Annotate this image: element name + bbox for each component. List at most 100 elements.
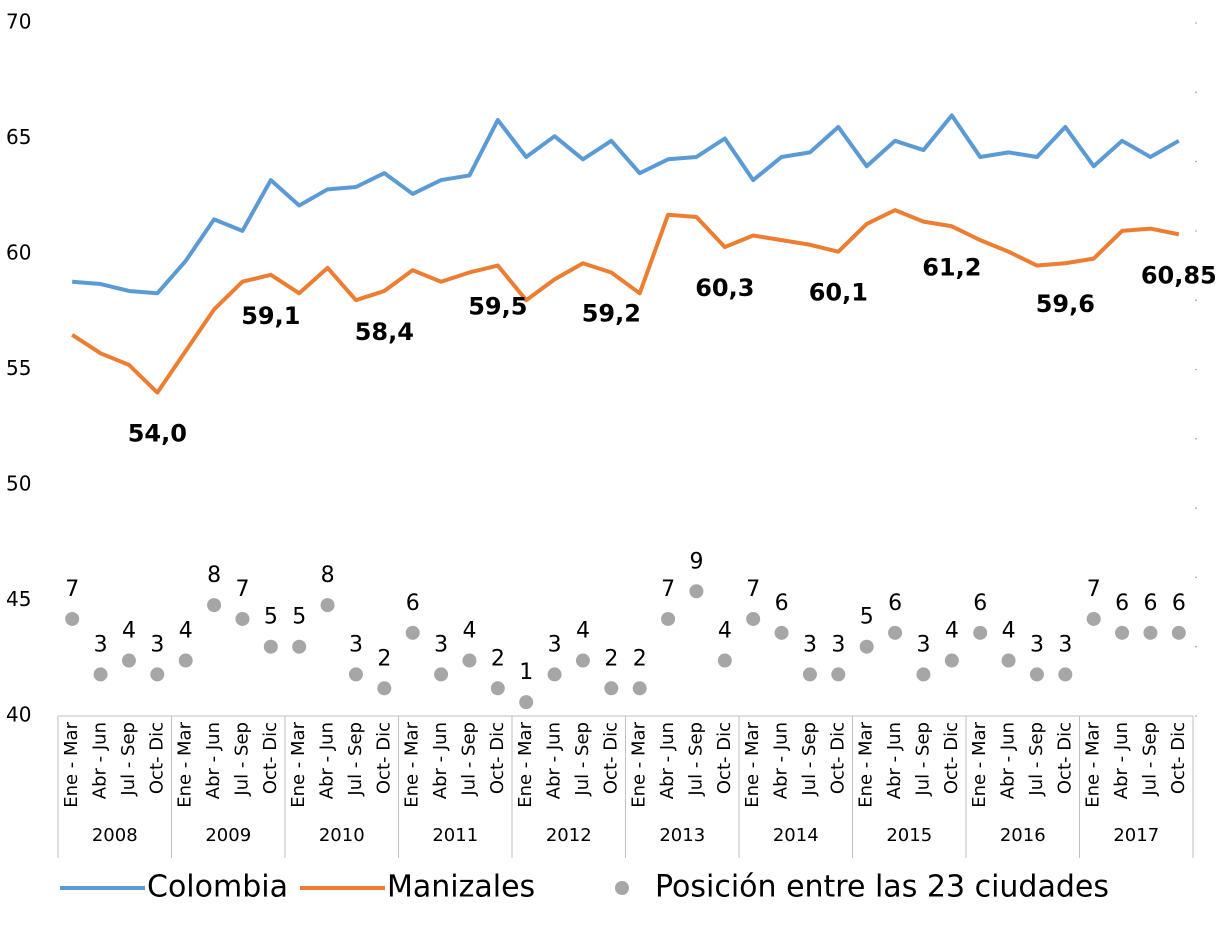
- data-label: 3: [1058, 632, 1072, 657]
- data-label: 6: [1172, 591, 1186, 616]
- scatter-point: [405, 625, 420, 640]
- scatter-point: [377, 681, 392, 696]
- data-label: 4: [179, 619, 193, 644]
- y-tick-label: 55: [6, 356, 31, 380]
- y2-tick-mark: [1195, 645, 1197, 648]
- scatter-point: [831, 667, 846, 682]
- legend-label: Posición entre las 23 ciudades: [655, 870, 1109, 905]
- scatter-point: [348, 667, 363, 682]
- data-label: 3: [349, 632, 363, 657]
- data-label: 4: [462, 619, 476, 644]
- x-tick-label: Oct- Dic: [714, 722, 735, 794]
- data-label: 8: [207, 563, 221, 588]
- data-label: 6: [1143, 591, 1157, 616]
- data-label: 8: [321, 563, 335, 588]
- scatter-point: [462, 653, 477, 668]
- data-label: 9: [689, 549, 703, 574]
- x-tick-label: Oct- Dic: [941, 722, 962, 794]
- scatter-point: [746, 611, 761, 626]
- x-tick-label: Jul - Sep: [572, 722, 593, 797]
- data-label: 2: [377, 646, 391, 671]
- scatter-point: [1058, 667, 1073, 682]
- data-label: 3: [916, 632, 930, 657]
- data-label: 5: [860, 605, 874, 630]
- scatter-point: [547, 667, 562, 682]
- group-label: 2008: [92, 825, 138, 846]
- group-label: 2009: [205, 825, 251, 846]
- x-tick-label: Ene - Mar: [1083, 721, 1104, 807]
- y2-tick-mark: [1195, 715, 1197, 717]
- data-label: 7: [65, 577, 79, 602]
- data-label: 3: [803, 632, 817, 657]
- y2-tick-mark: [1195, 160, 1197, 163]
- y-tick-label: 65: [6, 125, 31, 149]
- data-label: 3: [94, 632, 108, 657]
- scatter-point: [1086, 611, 1101, 626]
- x-tick-label: Ene - Mar: [402, 721, 423, 807]
- scatter-point: [93, 667, 108, 682]
- scatter-point: [519, 695, 534, 710]
- scatter-point: [661, 611, 676, 626]
- x-tick-label: Jul - Sep: [799, 722, 820, 797]
- scatter-point: [717, 653, 732, 668]
- data-label: 5: [264, 605, 278, 630]
- data-label: 59,6: [1036, 290, 1095, 318]
- scatter-point: [916, 667, 931, 682]
- x-tick-label: Ene - Mar: [742, 721, 763, 807]
- data-label: 5: [292, 605, 306, 630]
- legend-label: Manizales: [387, 870, 535, 905]
- scatter-point: [944, 653, 959, 668]
- x-tick-label: Jul - Sep: [458, 722, 479, 797]
- data-label: 58,4: [355, 318, 414, 346]
- data-label: 7: [1087, 577, 1101, 602]
- scatter-point: [65, 611, 80, 626]
- data-label: 60,85: [1141, 261, 1217, 289]
- y2-tick-mark: [1195, 576, 1197, 579]
- scatter-point: [802, 667, 817, 682]
- scatter-point: [689, 584, 704, 599]
- data-label: 59,5: [468, 293, 527, 321]
- x-tick-label: Ene - Mar: [61, 721, 82, 807]
- scatter-point: [1029, 667, 1044, 682]
- data-label: 6: [406, 591, 420, 616]
- data-label: 4: [945, 619, 959, 644]
- data-label: 59,2: [582, 299, 641, 327]
- group-label: 2014: [773, 825, 819, 846]
- data-label: 6: [1115, 591, 1129, 616]
- group-label: 2015: [886, 825, 932, 846]
- y-tick-label: 50: [6, 472, 31, 496]
- x-tick-label: Jul - Sep: [231, 722, 252, 797]
- x-tick-label: Ene - Mar: [288, 721, 309, 807]
- x-tick-label: Jul - Sep: [685, 722, 706, 797]
- series-line: [72, 113, 1180, 296]
- y2-tick-mark: [1195, 91, 1197, 94]
- x-tick-label: Ene - Mar: [175, 721, 196, 807]
- scatter-point: [235, 611, 250, 626]
- y2-tick-mark: [1195, 438, 1197, 440]
- scatter-point: [320, 598, 335, 613]
- data-label: 60,1: [809, 279, 868, 307]
- group-label: 2010: [319, 825, 365, 846]
- scatter-point: [1171, 625, 1186, 640]
- y-tick-label: 40: [6, 703, 31, 727]
- x-tick-label: Jul - Sep: [1139, 722, 1160, 797]
- scatter-point: [1001, 653, 1016, 668]
- x-tick-label: Abr - Jun: [203, 722, 224, 799]
- data-label: 6: [775, 591, 789, 616]
- x-tick-label: Abr - Jun: [657, 722, 678, 799]
- scatter-point: [434, 667, 449, 682]
- y2-tick-mark: [1195, 299, 1197, 302]
- data-label: 4: [122, 619, 136, 644]
- data-label: 3: [1030, 632, 1044, 657]
- scatter-point: [888, 625, 903, 640]
- data-label: 4: [576, 619, 590, 644]
- scatter-point: [121, 653, 136, 668]
- data-label: 1: [519, 660, 533, 685]
- scatter-point: [575, 653, 590, 668]
- x-tick-label: Oct- Dic: [373, 722, 394, 794]
- y-tick-label: 45: [6, 587, 31, 611]
- x-tick-label: Ene - Mar: [629, 721, 650, 807]
- x-tick-label: Abr - Jun: [90, 722, 111, 799]
- data-label: 6: [973, 591, 987, 616]
